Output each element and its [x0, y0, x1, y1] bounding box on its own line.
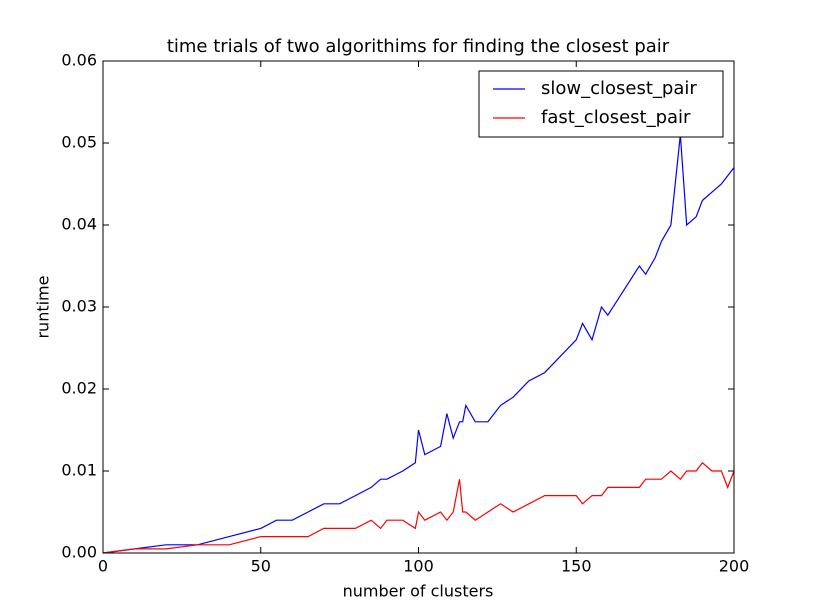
series-line: [102, 461, 735, 554]
y-tick-label: 0.02: [61, 379, 97, 398]
y-tick-label: 0.06: [61, 51, 97, 70]
x-tick-label: 50: [251, 557, 271, 576]
x-tick-label: 150: [561, 557, 592, 576]
y-tick-label: 0.00: [61, 543, 97, 562]
series-line: [102, 134, 735, 554]
y-tick-label: 0.01: [61, 461, 97, 480]
y-tick-label: 0.05: [61, 133, 97, 152]
legend-label: slow_closest_pair: [541, 78, 697, 99]
x-tick-label: 0: [98, 557, 108, 576]
y-axis-label: runtime: [34, 275, 53, 338]
y-tick-label: 0.04: [61, 215, 97, 234]
plot-frame: [102, 60, 735, 554]
x-axis-label: number of clusters: [343, 582, 494, 601]
legend-box: [478, 70, 724, 138]
y-tick-label: 0.03: [61, 297, 97, 316]
chart-title: time trials of two algorithims for findi…: [167, 36, 670, 57]
legend-label: fast_closest_pair: [541, 107, 691, 128]
x-tick-label: 200: [719, 557, 750, 576]
x-tick-label: 100: [403, 557, 434, 576]
